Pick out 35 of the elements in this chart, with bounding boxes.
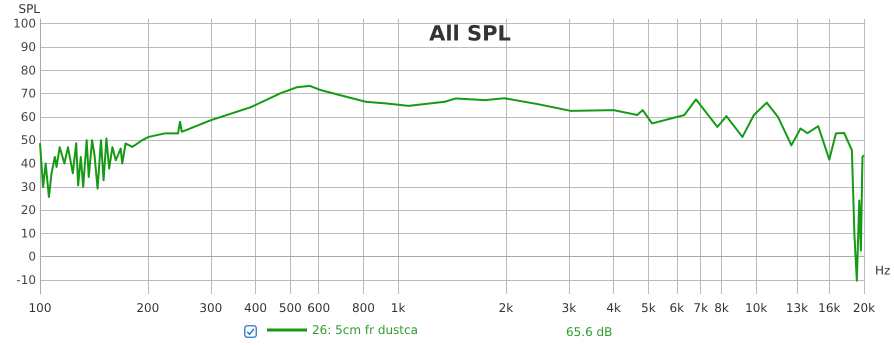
y-tick-label: 60 (20, 110, 36, 124)
y-tick-label: 50 (20, 133, 36, 148)
x-tick-label: 10k (745, 301, 768, 315)
x-tick-label: 300 (199, 301, 222, 315)
x-tick-label: 4k (606, 301, 622, 315)
x-tick-label: 6k (669, 301, 684, 315)
x-tick-label: 13k (786, 301, 808, 315)
x-tick-label: 2k (498, 301, 514, 315)
y-tick-label: 30 (20, 180, 36, 194)
y-tick-label: 90 (20, 40, 36, 54)
chart-title: All SPL (429, 22, 511, 46)
y-tick-label: 0 (28, 250, 36, 264)
x-tick-label: 200 (136, 301, 160, 315)
y-axis-title: SPL (18, 2, 40, 16)
y-tick-label: 80 (20, 63, 36, 78)
x-tick-label: 400 (244, 301, 268, 315)
x-tick-label: 600 (307, 301, 330, 315)
x-tick-label: 8k (714, 301, 729, 315)
y-tick-label: 100 (13, 16, 36, 31)
y-tick-label: 70 (20, 86, 36, 101)
x-tick-label: 5k (641, 301, 656, 315)
x-tick-label: 3k (562, 301, 576, 315)
y-tick-label: 20 (20, 203, 36, 218)
x-tick-label: 500 (278, 301, 302, 315)
y-tick-label: 10 (20, 226, 36, 240)
x-tick-label: 20k (852, 301, 876, 315)
text: 65.6 dB (566, 325, 612, 339)
y-tick-label: 40 (20, 156, 36, 170)
x-tick-label: 800 (352, 301, 375, 315)
y-tick-label: -10 (16, 273, 36, 288)
x-tick-label: 16k (818, 301, 840, 315)
x-axis-title: Hz (875, 264, 890, 278)
x-tick-label: 7k (693, 301, 708, 315)
x-tick-label: 1k (390, 301, 406, 315)
legend-label: 26: 5cm fr dustca (312, 323, 418, 337)
